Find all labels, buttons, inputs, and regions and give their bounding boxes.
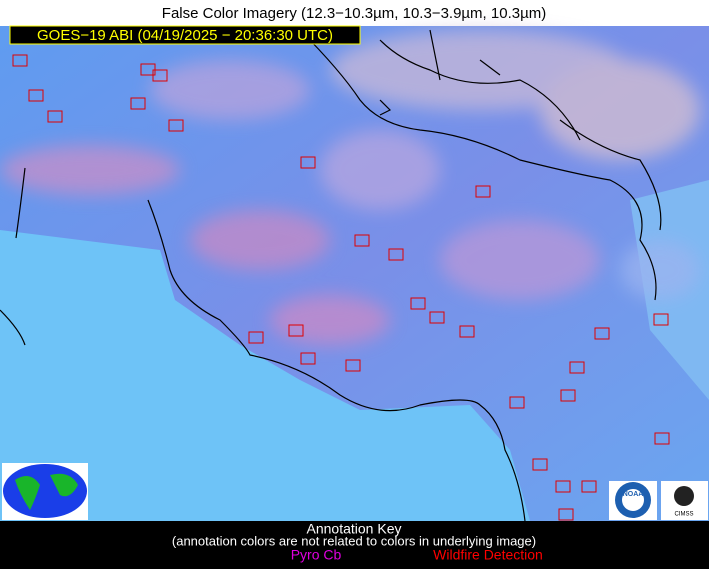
key-pyro: Pyro Cb xyxy=(291,547,342,563)
key-title: Annotation Key xyxy=(307,521,402,537)
fire-box xyxy=(558,508,574,521)
key-bar xyxy=(0,521,709,569)
fire-detections xyxy=(12,54,670,521)
noaa-logo: NOAA xyxy=(609,481,657,520)
cimss-logo: CIMSS xyxy=(661,481,708,520)
fire-box xyxy=(12,54,28,67)
cimss-text: CIMSS xyxy=(674,512,693,518)
key-note: (annotation colors are not related to co… xyxy=(172,533,536,548)
fire-box xyxy=(47,110,63,123)
imagery xyxy=(0,26,709,522)
fire-box xyxy=(168,119,184,132)
fire-box xyxy=(130,97,146,110)
fire-box xyxy=(475,185,491,198)
fire-box xyxy=(288,324,304,337)
fire-box xyxy=(410,297,426,310)
title-bar xyxy=(0,0,709,26)
fire-box xyxy=(152,69,168,82)
fire-box xyxy=(388,248,404,261)
fire-box xyxy=(28,89,44,102)
fire-box xyxy=(345,359,361,372)
fire-box xyxy=(248,331,264,344)
fire-box xyxy=(459,325,475,338)
fire-box xyxy=(300,156,316,169)
fire-box xyxy=(429,311,445,324)
fire-box xyxy=(509,396,525,409)
fire-box xyxy=(300,352,316,365)
image-label: GOES−19 ABI (04/19/2025 − 20:36:30 UTC) xyxy=(37,27,333,44)
fire-box xyxy=(654,432,670,445)
noaa-text: NOAA xyxy=(623,491,644,498)
globe-logo xyxy=(2,463,88,520)
fire-box xyxy=(560,389,576,402)
image-label-box xyxy=(9,25,361,45)
key-wildfire: Wildfire Detection xyxy=(433,547,543,563)
fire-box xyxy=(532,458,548,471)
fire-box xyxy=(555,480,571,493)
fire-box xyxy=(581,480,597,493)
fire-box xyxy=(653,313,669,326)
title: False Color Imagery (12.3−10.3µm, 10.3−3… xyxy=(162,5,546,22)
fire-box xyxy=(594,327,610,340)
fire-box xyxy=(354,234,370,247)
fire-box xyxy=(569,361,585,374)
